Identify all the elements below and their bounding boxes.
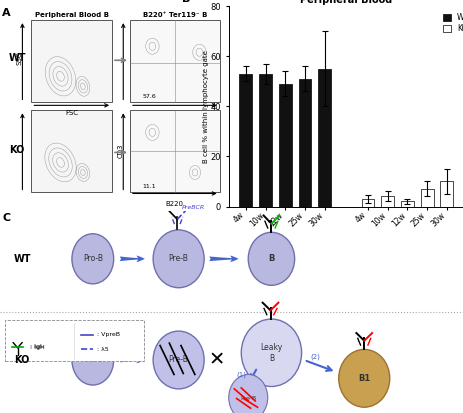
Text: PreBCR: PreBCR (181, 205, 205, 210)
Text: (2): (2) (310, 354, 320, 360)
Bar (31, 110, 112, 192)
Text: : λ5: : λ5 (97, 347, 109, 352)
Bar (318, 69, 331, 206)
Ellipse shape (72, 335, 113, 385)
Text: Leaky
B: Leaky B (260, 343, 282, 363)
Title: Peripheral Blood: Peripheral Blood (300, 0, 392, 5)
Text: Pre-B: Pre-B (240, 396, 256, 401)
Text: : IgH: : IgH (30, 345, 45, 350)
Ellipse shape (338, 349, 389, 407)
Bar (420, 189, 432, 206)
Text: KO: KO (9, 145, 24, 155)
Text: B: B (181, 0, 190, 4)
Bar (130, 110, 219, 192)
Text: Pre-B: Pre-B (169, 356, 188, 365)
Text: Pro-B: Pro-B (82, 356, 103, 365)
Text: : VpreB: : VpreB (97, 332, 120, 337)
Ellipse shape (248, 232, 294, 285)
Bar (381, 197, 393, 206)
Text: SSC: SSC (16, 52, 22, 65)
Text: Pre-B: Pre-B (169, 254, 188, 263)
Text: KO: KO (14, 355, 29, 365)
Text: CD3: CD3 (117, 143, 123, 158)
Bar (298, 79, 311, 206)
Text: Peripheral Blood B: Peripheral Blood B (35, 12, 108, 18)
Text: ✕: ✕ (208, 351, 225, 370)
Ellipse shape (241, 319, 301, 387)
Text: WT: WT (14, 254, 31, 264)
Text: : IgL: : IgL (30, 344, 44, 349)
Text: Pro-B: Pro-B (82, 254, 103, 263)
Ellipse shape (72, 234, 113, 284)
Text: C: C (2, 213, 11, 223)
Text: B1: B1 (357, 374, 369, 383)
Y-axis label: B cell % within lymphocyte gate: B cell % within lymphocyte gate (203, 50, 209, 163)
Text: B: B (268, 254, 274, 263)
Text: 57.6: 57.6 (142, 94, 156, 100)
Text: B220⁺ Ter119⁻ B: B220⁺ Ter119⁻ B (142, 12, 206, 18)
Bar (31, 20, 112, 102)
Text: A: A (2, 8, 11, 18)
Ellipse shape (228, 375, 267, 413)
Text: WT: WT (9, 53, 26, 63)
Bar (130, 20, 219, 102)
Bar (439, 181, 452, 206)
Ellipse shape (153, 230, 204, 288)
Bar (278, 84, 291, 206)
Text: FSC: FSC (65, 110, 78, 116)
Bar (361, 199, 374, 206)
Text: B220: B220 (165, 202, 183, 207)
Text: (1): (1) (236, 371, 246, 378)
Bar (258, 74, 271, 206)
Ellipse shape (153, 331, 204, 389)
Bar (400, 202, 413, 206)
Text: 11.1: 11.1 (142, 185, 156, 190)
Legend: WT, KO: WT, KO (439, 10, 463, 36)
Bar (239, 74, 252, 206)
Bar (5, 320, 144, 361)
